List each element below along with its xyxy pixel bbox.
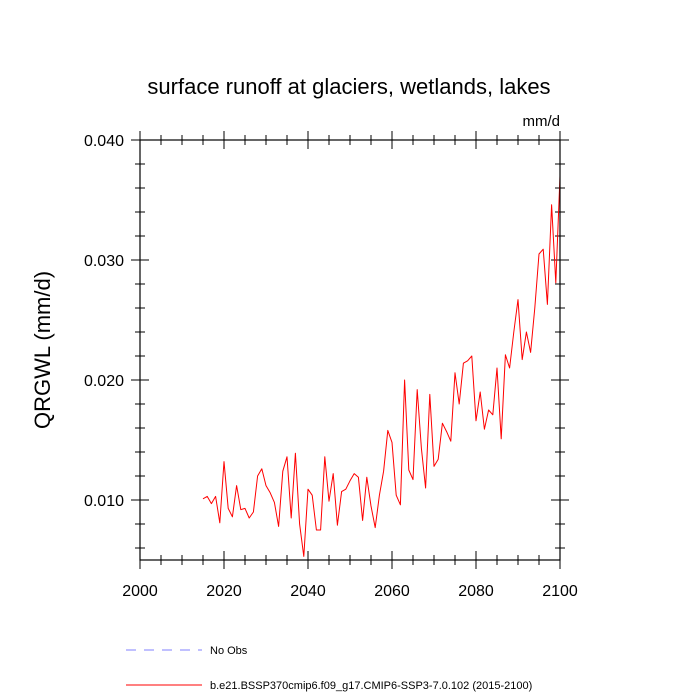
x-tick-label: 2000 [122,583,158,600]
x-tick-label: 2020 [206,583,242,600]
axis-ticks: 2000 2020 2040 2060 2080 2100 0.010 0.020 0.030 0… [84,131,578,600]
y-tick-label: 0.010 [84,493,124,510]
legend-label: b.e21.BSSP370cmip6.f09_g17.CMIP6-SSP3-7.… [210,680,532,692]
y-tick-label: 0.040 [84,133,124,150]
y-tick-label: 0.030 [84,253,124,270]
legend: No Obs b.e21.BSSP370cmip6.f09_g17.CMIP6-S… [126,645,532,692]
series-layer [202,175,561,557]
y-tick-label: 0.020 [84,373,124,390]
y-axis-label: QRGWL (mm/d) [30,271,55,429]
units-label: mm/d [523,113,561,130]
chart-title: surface runoff at glaciers, wetlands, la… [147,74,550,99]
x-tick-label: 2040 [290,583,326,600]
x-tick-label: 2100 [542,583,578,600]
x-tick-label: 2060 [374,583,410,600]
series-line [202,175,561,557]
legend-label: No Obs [210,645,248,657]
x-tick-label: 2080 [458,583,494,600]
plot-frame [139,139,561,561]
